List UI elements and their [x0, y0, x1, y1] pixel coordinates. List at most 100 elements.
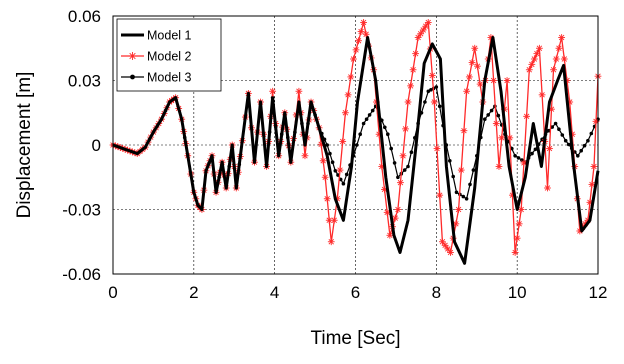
data-point — [560, 55, 568, 63]
data-point — [430, 98, 438, 106]
data-point — [474, 62, 481, 70]
data-point — [516, 156, 521, 160]
data-point — [330, 160, 335, 164]
data-point — [496, 113, 501, 118]
data-point — [426, 89, 431, 94]
data-point — [533, 147, 538, 152]
legend-item-1: Model 1 — [121, 29, 192, 43]
data-point — [367, 113, 372, 117]
data-point — [490, 77, 497, 84]
data-point — [392, 161, 397, 165]
data-point — [535, 44, 543, 52]
x-tick-label: 8 — [432, 283, 441, 302]
x-tick-label: 0 — [108, 283, 117, 302]
data-point — [352, 46, 360, 54]
data-point — [339, 138, 347, 145]
legend-label: Model 3 — [147, 71, 192, 85]
data-point — [468, 182, 472, 187]
data-point — [438, 238, 446, 246]
legend-marker — [128, 52, 137, 60]
data-point — [424, 19, 432, 26]
x-tick-label: 12 — [589, 283, 608, 302]
data-point — [463, 87, 471, 95]
data-point — [579, 148, 583, 153]
data-point — [436, 191, 444, 199]
x-tick-label: 6 — [351, 283, 360, 302]
data-point — [341, 181, 346, 186]
series-line — [112, 36, 600, 265]
data-point — [486, 113, 491, 117]
legend-item-3: Model 3 — [121, 71, 192, 85]
data-point — [528, 60, 536, 68]
data-point — [555, 44, 563, 52]
data-point — [321, 173, 329, 181]
data-point — [344, 172, 349, 177]
data-point — [404, 98, 412, 106]
data-point — [517, 206, 525, 213]
data-point — [423, 100, 427, 104]
x-tick-label: 4 — [270, 283, 279, 302]
data-point — [513, 234, 521, 242]
data-point — [523, 112, 530, 120]
data-point — [460, 127, 468, 135]
data-point — [383, 125, 387, 130]
data-point — [327, 238, 335, 246]
data-point — [503, 77, 511, 84]
data-point — [530, 55, 538, 63]
data-point — [358, 132, 363, 136]
data-point — [498, 134, 506, 142]
data-point — [399, 152, 407, 160]
x-tick-label: 10 — [508, 283, 527, 302]
data-point — [454, 190, 459, 195]
data-point — [576, 154, 580, 158]
data-point — [489, 108, 494, 113]
data-point — [422, 22, 430, 30]
data-point — [476, 80, 484, 88]
data-point — [301, 152, 309, 160]
data-point — [590, 163, 598, 170]
data-point — [550, 66, 557, 74]
data-point — [402, 168, 407, 172]
data-point — [350, 55, 357, 63]
data-point — [471, 168, 476, 172]
data-point — [319, 157, 327, 165]
series-1 — [112, 36, 600, 265]
data-point — [325, 143, 330, 147]
data-point — [557, 127, 561, 131]
y-tick-label: 0.06 — [68, 7, 101, 26]
data-point — [402, 125, 409, 133]
data-point — [533, 50, 541, 58]
data-point — [588, 181, 596, 188]
data-point — [455, 206, 462, 213]
data-point — [428, 72, 436, 79]
data-point — [357, 28, 365, 35]
data-point — [457, 166, 465, 174]
data-point — [409, 66, 417, 74]
data-point — [330, 216, 338, 224]
data-point — [558, 34, 566, 41]
data-point — [414, 34, 422, 41]
y-axis-title: Displacement [m] — [14, 72, 35, 219]
data-point — [511, 249, 519, 256]
data-point — [525, 66, 533, 74]
plot-frame — [112, 15, 599, 275]
data-point — [433, 145, 441, 152]
data-point — [563, 138, 568, 143]
data-point — [336, 166, 344, 174]
data-point — [530, 151, 534, 156]
y-tick-label: -0.06 — [62, 265, 101, 284]
data-point — [520, 158, 524, 162]
data-point — [471, 44, 479, 52]
data-point — [370, 108, 375, 113]
data-point — [328, 151, 332, 156]
data-point — [355, 37, 362, 45]
data-point — [441, 241, 449, 249]
data-point — [406, 164, 410, 169]
data-point — [448, 159, 452, 163]
legend-label: Model 2 — [147, 50, 192, 64]
data-point — [417, 30, 425, 38]
data-point — [544, 184, 551, 192]
data-point — [429, 88, 433, 92]
data-point — [464, 197, 469, 201]
